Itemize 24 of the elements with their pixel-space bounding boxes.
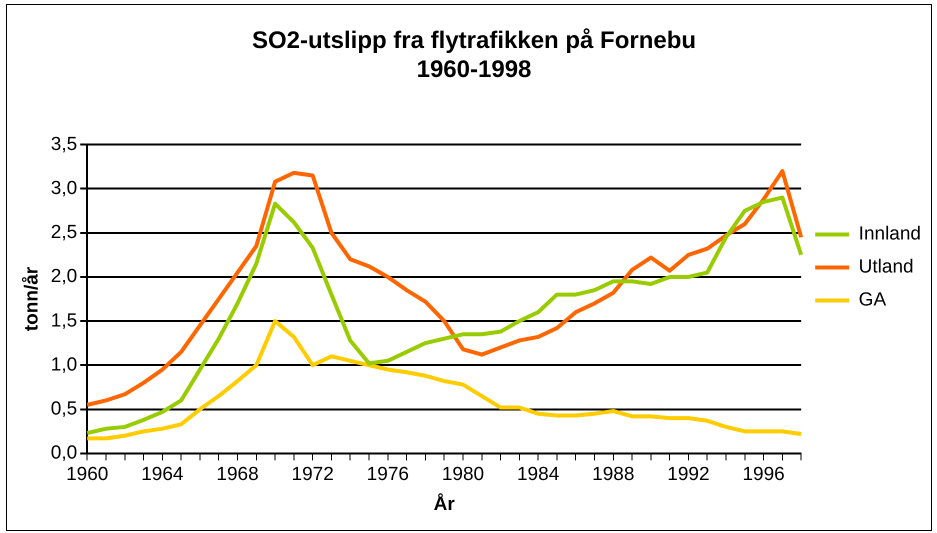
x-tick-label: 1968 [216,464,259,486]
y-tick-label: 3,5 [50,134,78,155]
y-tick-label: 1,5 [50,310,78,332]
y-tick-label: 0,5 [50,398,78,420]
y-tick-label: 1,0 [50,354,78,376]
x-tick-label: 1992 [667,464,710,486]
x-axis-title: År [434,492,456,515]
x-tick-label: 1984 [516,464,560,486]
x-tick-label: 1964 [141,464,184,486]
legend-label: Innland [858,224,922,245]
chart-title: SO2-utslipp fra flytrafikken på Fornebu 1960-1998 [252,27,696,83]
x-tick-label: 1960 [66,464,108,486]
y-tick-label: 2,0 [50,266,78,288]
legend-label: GA [858,290,886,311]
x-tick-label: 1996 [742,464,785,486]
x-tick-label: 1980 [442,464,484,486]
y-tick-label: 3,0 [50,178,78,199]
legend-label: Utland [858,256,914,278]
x-tick-label: 1988 [592,464,634,486]
x-tick-label: 1976 [366,464,409,486]
y-axis-title: tonn/år [22,266,43,332]
y-tick-label: 2,5 [50,222,78,244]
y-tick-label: 0,0 [50,442,78,464]
x-tick-label: 1972 [292,464,334,486]
